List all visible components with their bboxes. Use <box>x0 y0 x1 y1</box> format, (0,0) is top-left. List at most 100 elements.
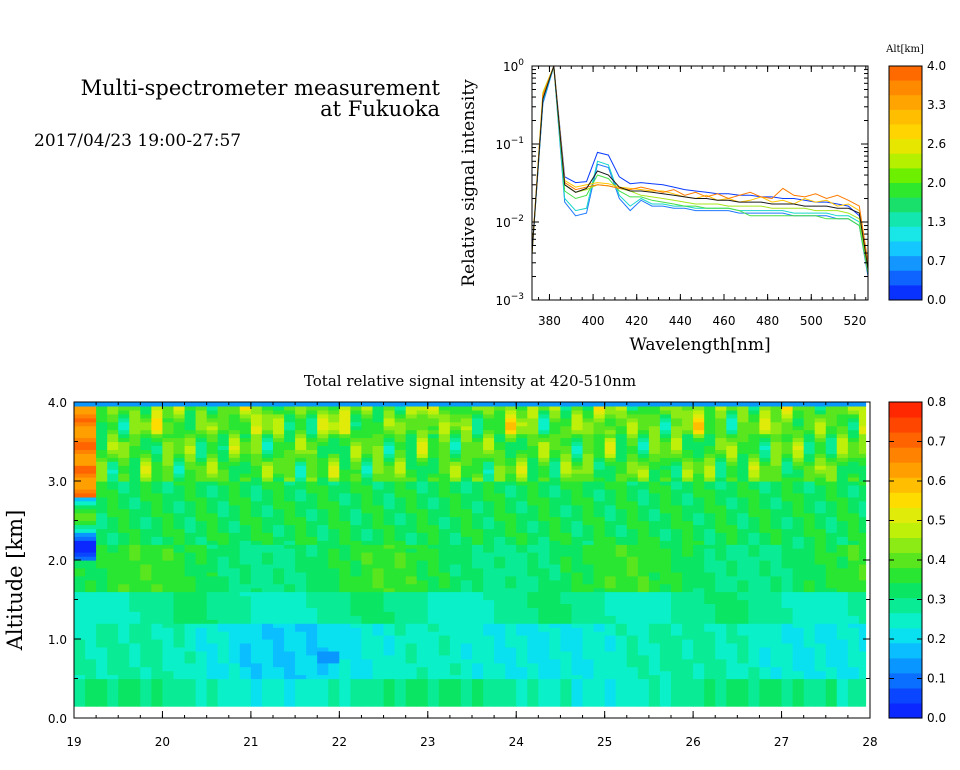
heatmap-cell <box>217 413 230 419</box>
heatmap-cell <box>173 698 186 703</box>
heatmap-cell <box>394 465 407 470</box>
heatmap-cell <box>626 473 639 478</box>
heatmap-cell <box>571 646 584 652</box>
heatmap-cell <box>604 477 617 482</box>
spectrum-y-tick-label: 100 <box>503 58 524 74</box>
heatmap-cell <box>261 465 274 470</box>
heatmap-cell <box>383 524 396 530</box>
heatmap-cell <box>195 413 208 419</box>
heatmap-cell <box>118 413 130 419</box>
heatmap-cell <box>239 670 252 676</box>
heatmap-cell <box>383 516 396 522</box>
heatmap-cell <box>693 595 705 601</box>
heatmap-cell <box>228 421 241 427</box>
heatmap-cell <box>427 587 440 593</box>
heatmap-cell <box>593 631 606 636</box>
heatmap-cell <box>748 500 761 506</box>
heatmap-cell <box>748 548 761 553</box>
heatmap-cell <box>593 441 606 446</box>
heatmap-cell <box>527 496 539 502</box>
heatmap-cell <box>648 615 661 620</box>
heatmap-cell <box>726 457 738 462</box>
heatmap-cell <box>715 678 727 684</box>
heatmap-cell <box>339 646 351 652</box>
heatmap-cell <box>383 607 396 612</box>
heatmap-cell <box>438 587 451 593</box>
heatmap-cell <box>184 528 197 533</box>
heatmap-cell <box>339 560 351 565</box>
heatmap-cell <box>726 469 738 474</box>
heatmap-cell <box>118 670 130 676</box>
heatmap-cell <box>593 619 606 624</box>
heatmap-cell <box>560 563 573 569</box>
heatmap-cell <box>328 409 340 415</box>
heatmap-cell <box>494 402 506 407</box>
heatmap-cell <box>239 678 252 684</box>
heatmap-cell <box>206 635 219 640</box>
heatmap-cell <box>74 619 86 624</box>
heatmap-cell <box>648 473 661 478</box>
heatmap-cell <box>593 627 606 632</box>
heatmap-cell <box>361 611 374 616</box>
heatmap-cell <box>306 469 318 474</box>
heatmap-cell <box>295 623 307 628</box>
altitude-colorbar-tick-label: 4.0 <box>927 59 946 73</box>
heatmap-cell <box>383 563 396 569</box>
heatmap-cell <box>671 524 683 530</box>
heatmap-cell <box>151 409 164 415</box>
heatmap-cell <box>527 567 539 573</box>
heatmap-cell <box>626 481 639 486</box>
heatmap-cell <box>217 674 230 680</box>
heatmap-cell <box>206 469 219 474</box>
heatmap-cell <box>284 642 296 648</box>
heatmap-cell <box>273 694 285 699</box>
heatmap-cell <box>438 642 451 648</box>
heatmap-cell <box>726 409 738 415</box>
heatmap-cell <box>85 540 97 545</box>
heatmap-cell <box>438 678 451 684</box>
heatmap-cell <box>560 477 573 482</box>
heatmap-cell <box>726 563 738 569</box>
heatmap-cell <box>637 508 650 514</box>
heatmap-cell <box>648 512 661 518</box>
heatmap-cell <box>217 504 230 510</box>
heatmap-cell <box>284 674 296 680</box>
heatmap-cell <box>438 481 451 486</box>
heatmap-cell <box>693 599 705 604</box>
heatmap-cell <box>361 504 374 510</box>
heatmap-cell <box>472 575 484 581</box>
heatmap-cell <box>449 686 462 691</box>
heatmap-cell <box>637 686 650 691</box>
heatmap-cell <box>726 406 738 411</box>
heatmap-cell <box>173 528 186 533</box>
heatmap-cell <box>648 560 661 565</box>
heatmap-cell <box>195 409 208 415</box>
heatmap-cell <box>250 441 263 446</box>
heatmap-cell <box>483 544 495 549</box>
heatmap-cell <box>394 548 407 553</box>
heatmap-cell <box>693 682 705 687</box>
heatmap-cell <box>295 465 307 470</box>
heatmap-cell <box>671 413 683 419</box>
heatmap-cell <box>416 662 429 668</box>
heatmap-cell <box>96 477 108 482</box>
heatmap-cell <box>184 646 197 652</box>
heatmap-cell <box>74 473 86 478</box>
heatmap-cell <box>626 575 639 581</box>
heatmap-cell <box>460 698 473 703</box>
heatmap-cell <box>516 540 528 545</box>
heatmap-cell <box>162 402 175 407</box>
heatmap-cell <box>295 524 307 530</box>
heatmap-cell <box>494 548 506 553</box>
heatmap-cell <box>549 496 562 502</box>
heatmap-cell <box>648 646 661 652</box>
heatmap-cell <box>549 595 562 601</box>
heatmap-cell <box>306 524 318 530</box>
heatmap-cell <box>737 694 749 699</box>
heatmap-cell <box>682 658 694 664</box>
heatmap-cell <box>372 512 385 518</box>
heatmap-cell <box>328 548 340 553</box>
heatmap-cell <box>626 536 639 541</box>
heatmap-cell <box>195 686 208 691</box>
heatmap-cell <box>427 690 440 695</box>
